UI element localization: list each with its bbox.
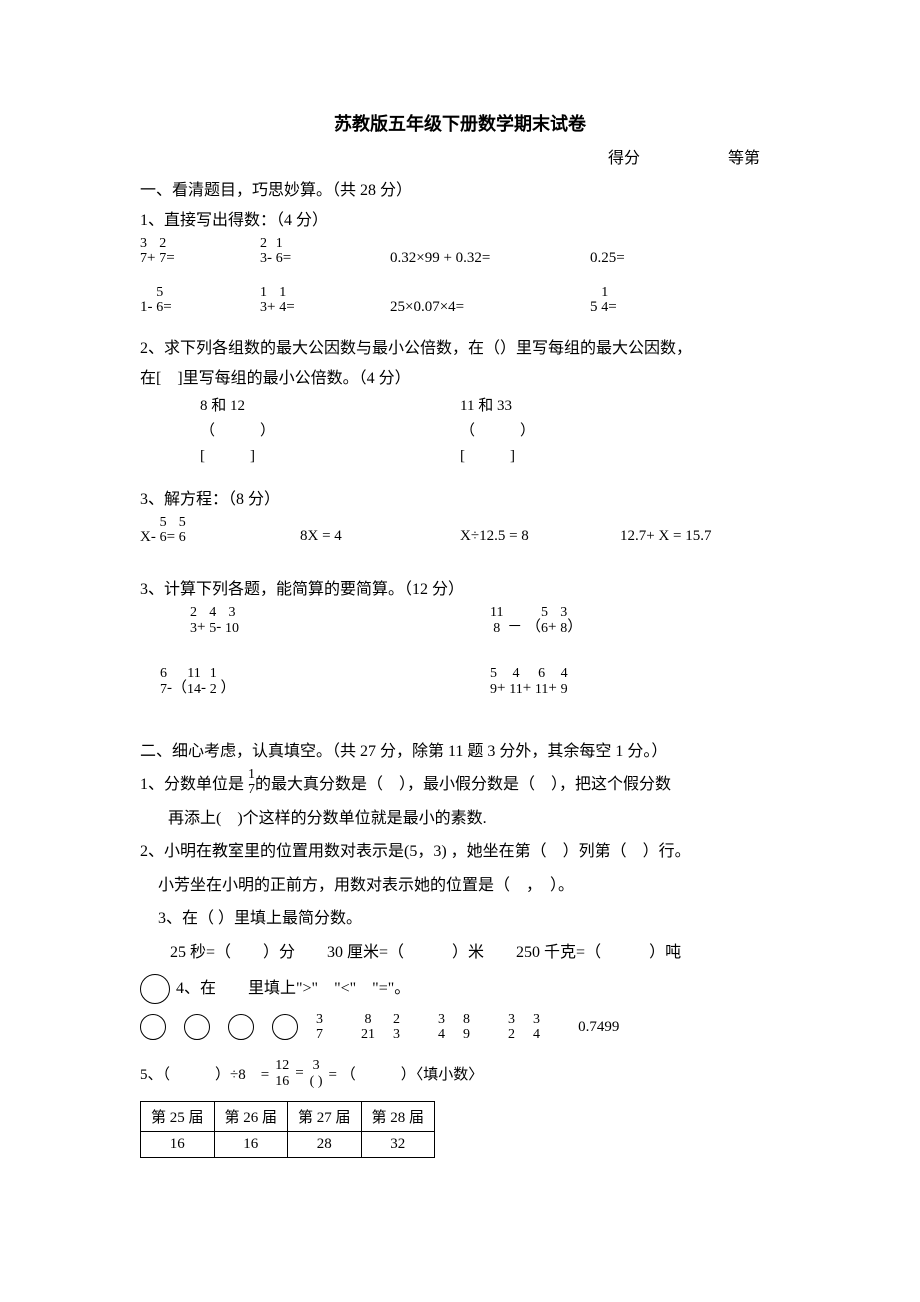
q2-line1: 2、小明在教室里的位置用数对表示是(5，3) ，她坐在第（ ）列第（ ）行。: [140, 839, 780, 865]
circle-icon: [184, 1014, 210, 1040]
q1-pre: 1、分数单位是: [140, 776, 248, 793]
cmp-0: 37 821: [316, 1012, 375, 1043]
q5-mid: =: [295, 1065, 303, 1082]
gcf-parens: （ ） （ ）: [140, 419, 780, 440]
td-1: 16: [214, 1132, 288, 1158]
gcf-label-1: 11 和 33: [460, 394, 780, 415]
q5-pre: 5、（ ）÷8 =: [140, 1063, 269, 1084]
q5-post: = （ ）〈填小数〉: [329, 1063, 484, 1084]
circle-icon: [228, 1014, 254, 1040]
calc-3: 59+ 411+ 611+ 49: [460, 666, 780, 697]
q1-post: 的最大真分数是（ ），最小假分数是（ ），把这个假分数: [255, 776, 671, 793]
gcf-bracket-1: [ ]: [460, 444, 780, 465]
th-0: 第 25 届: [141, 1102, 215, 1132]
score-label: 得分: [608, 150, 640, 167]
circle-icon: [272, 1014, 298, 1040]
q5-row: 5、（ ）÷8 = 1216 = 3( ) = （ ）〈填小数〉: [140, 1058, 780, 1089]
grade-label: 等第: [728, 150, 760, 167]
th-1: 第 26 届: [214, 1102, 288, 1132]
history-table: 第 25 届 第 26 届 第 27 届 第 28 届 16 16 28 32: [140, 1101, 435, 1158]
section-2-heading: 二、细心考虑，认真填空。（共 27 分，除第 11 题 3 分外，其余每空 1 …: [140, 737, 780, 761]
calc-2: 67-（1114- 12 ）: [140, 666, 460, 697]
table-data-row: 16 16 28 32: [141, 1132, 435, 1158]
eq-2: X÷12.5 = 8: [460, 528, 620, 545]
th-2: 第 27 届: [288, 1102, 362, 1132]
section-1-sub4: 3、计算下列各题，能简算的要简算。（12 分）: [140, 575, 780, 599]
section-1-sub2b: 在[ ]里写每组的最小公倍数。（4 分）: [140, 364, 780, 388]
q4-text: 4、在 里填上">" "<" "="。: [176, 976, 410, 1002]
page-title: 苏教版五年级下册数学期末试卷: [140, 110, 780, 136]
section-1-sub2a: 2、求下列各组数的最大公因数与最小公倍数，在（）里写每组的最大公因数，: [140, 334, 780, 358]
score-blank: [644, 150, 724, 167]
td-2: 28: [288, 1132, 362, 1158]
q1-line1: 1、分数单位是 17的最大真分数是（ ），最小假分数是（ ），把这个假分数: [140, 767, 780, 798]
cmp-2: 89 32: [463, 1012, 515, 1043]
section-1-heading: 一、看清题目，巧思妙算。（共 28 分）: [140, 176, 780, 200]
gcf-bracket-0: [ ]: [140, 444, 460, 465]
eq-3: 12.7+ X = 15.7: [620, 528, 780, 545]
gcf-labels: 8 和 12 11 和 33: [140, 394, 780, 415]
calc-1: 118 － （56+ 38）: [460, 605, 780, 636]
eq-0: X- 56= 56: [140, 515, 300, 546]
cmp-1: 23 34: [393, 1012, 445, 1043]
compare-row: 37 821 23 34 89 32 34 0.7499: [140, 1012, 780, 1043]
th-3: 第 28 届: [361, 1102, 435, 1132]
score-row: 得分 等第: [140, 144, 780, 168]
td-0: 16: [141, 1132, 215, 1158]
cmp-3: 34 0.7499: [533, 1012, 619, 1043]
table-header-row: 第 25 届 第 26 届 第 27 届 第 28 届: [141, 1102, 435, 1132]
eq-1: 8X = 4: [300, 528, 460, 545]
q1-line2: 再添上( )个这样的分数单位就是最小的素数.: [140, 806, 780, 832]
circle-icon: [140, 974, 170, 1004]
q3-heading: 3、在（ ）里填上最简分数。: [140, 906, 780, 932]
q4-heading: 4、在 里填上">" "<" "="。: [140, 974, 780, 1004]
calc-row-1: 23+ 45- 310 118 － （56+ 38）: [140, 605, 780, 636]
td-3: 32: [361, 1132, 435, 1158]
gcf-brackets: [ ] [ ]: [140, 444, 780, 465]
q2-line2: 小芳坐在小明的正前方，用数对表示她的位置是（ ， ）。: [140, 873, 780, 899]
section-1-sub1: 1、直接写出得数：（4 分）: [140, 206, 780, 230]
gcf-paren-0: （ ）: [140, 419, 460, 440]
equation-row: X- 56= 56 8X = 4 X÷12.5 = 8 12.7+ X = 15…: [140, 515, 780, 546]
gcf-label-0: 8 和 12: [140, 394, 460, 415]
circle-icon: [140, 1014, 166, 1040]
calc-row-2: 67-（1114- 12 ） 59+ 411+ 611+ 49: [140, 666, 780, 697]
math-row-1: 37+ 27= 23- 16= 0.32×99 + 0.32= 0.25=: [140, 236, 780, 267]
gcf-paren-1: （ ）: [460, 419, 780, 440]
section-1-sub3: 3、解方程：（8 分）: [140, 485, 780, 509]
calc-0: 23+ 45- 310: [140, 605, 460, 636]
q3-items: 25 秒=（ ）分 30 厘米=（ ）米 250 千克=（ ）吨: [140, 940, 780, 966]
math-row-2: 1- 56= 13+ 14= 25×0.07×4= 5 14=: [140, 285, 780, 316]
